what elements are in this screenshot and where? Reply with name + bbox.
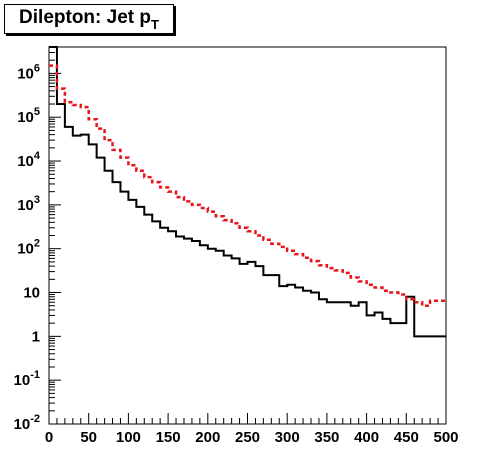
y-tick-label: 10-2 <box>14 413 40 433</box>
series-line-dashed <box>49 64 446 307</box>
y-tick-label-base: 1 <box>32 328 40 345</box>
chart-title-box: Dilepton: Jet pT <box>4 4 174 34</box>
y-tick-label-base: 10 <box>17 109 34 126</box>
x-tick-label: 500 <box>433 429 458 446</box>
x-tick-label: 350 <box>314 429 339 446</box>
y-tick-label-exponent: 5 <box>34 106 40 118</box>
y-tick-label-exponent: 6 <box>34 62 40 74</box>
axis-ticks <box>48 46 447 425</box>
y-tick-label-base: 10 <box>23 285 40 302</box>
y-tick-label-base: 10 <box>17 241 34 258</box>
x-tick-label: 250 <box>235 429 260 446</box>
y-tick-label: 10 <box>23 285 40 302</box>
y-tick-label: 103 <box>17 194 40 214</box>
x-tick-label: 450 <box>394 429 419 446</box>
y-tick-label: 104 <box>17 150 41 170</box>
series-group <box>49 46 446 338</box>
y-tick-label: 102 <box>17 238 40 258</box>
x-tick-label: 0 <box>45 429 53 446</box>
x-tick-label: 300 <box>275 429 300 446</box>
y-tick-label-base: 10 <box>17 197 34 214</box>
x-tick-labels: 0 50 100 150 200 250 300 350 400 450 500 <box>45 429 459 446</box>
y-tick-label: 105 <box>17 106 40 126</box>
x-tick-label: 200 <box>195 429 220 446</box>
plot-frame <box>48 46 447 425</box>
chart-title: Dilepton: Jet pT <box>19 6 159 32</box>
x-tick-label: 400 <box>354 429 379 446</box>
y-tick-label-base: 10 <box>14 416 31 433</box>
y-tick-label-base: 10 <box>14 372 31 389</box>
y-tick-label-exponent: 2 <box>34 238 40 250</box>
y-tick-label-exponent: 3 <box>34 194 40 206</box>
y-tick-label-exponent: 4 <box>34 150 41 162</box>
y-tick-label: 1 <box>32 328 40 345</box>
y-tick-label: 106 <box>17 62 40 82</box>
x-tick-label: 100 <box>116 429 141 446</box>
y-tick-label-base: 10 <box>17 153 34 170</box>
series-line-solid <box>49 46 446 338</box>
x-tick-label: 50 <box>80 429 97 446</box>
y-tick-label: 10-1 <box>14 369 40 389</box>
y-tick-label-exponent: -2 <box>30 413 40 425</box>
x-tick-label: 150 <box>156 429 181 446</box>
chart-title-subscript: T <box>151 16 159 32</box>
y-tick-label-exponent: -1 <box>30 369 40 381</box>
y-tick-label-base: 10 <box>17 65 34 82</box>
